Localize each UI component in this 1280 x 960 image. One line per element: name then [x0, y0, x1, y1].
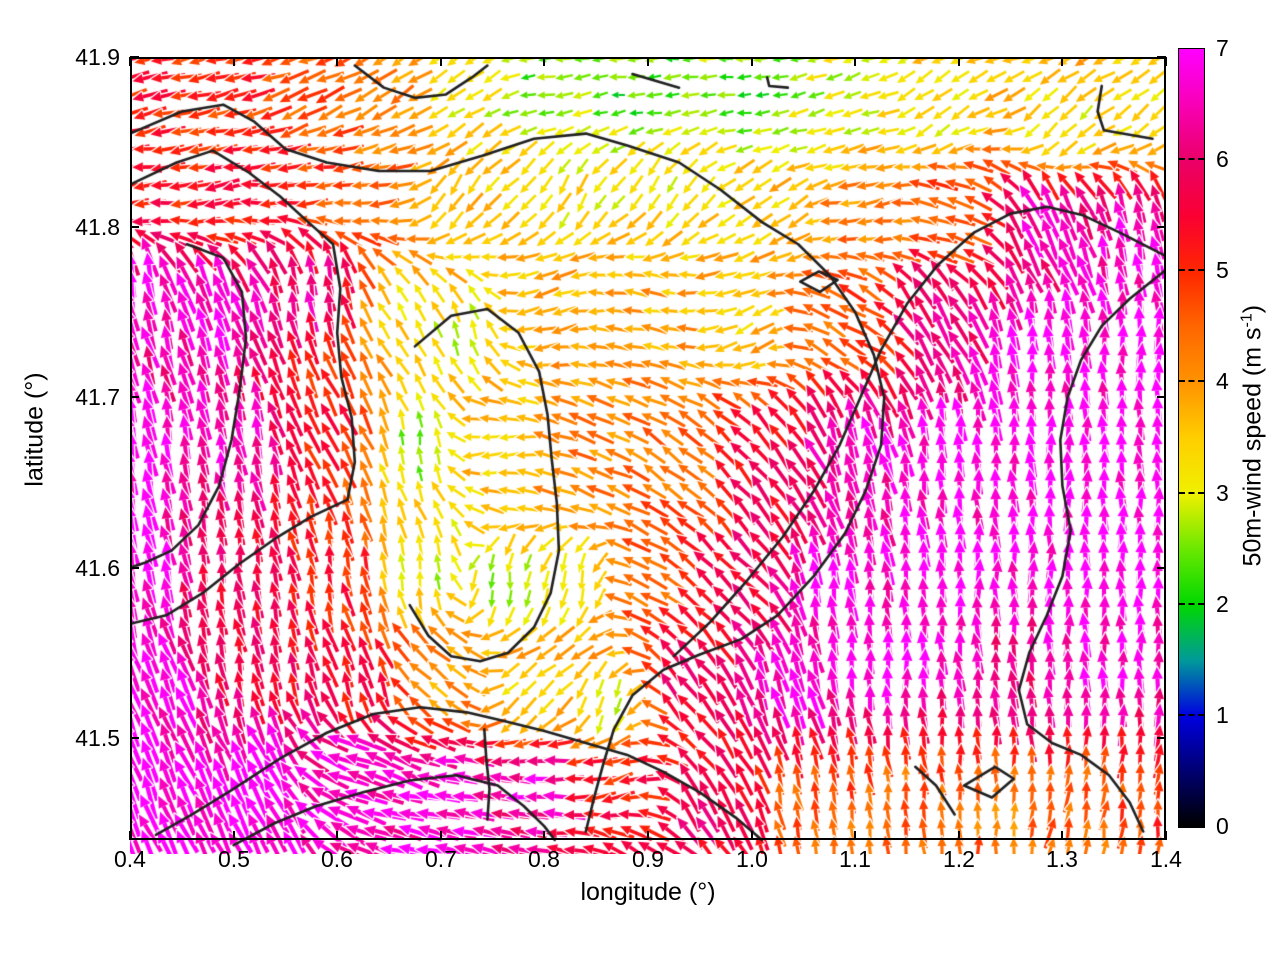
colorbar-tick-mark — [1179, 602, 1204, 605]
y-axis-label: latitude (°) — [20, 372, 49, 487]
x-tick-label: 0.8 — [528, 846, 560, 872]
x-tick-label: 0.7 — [425, 846, 457, 872]
colorbar-tick-label: 4 — [1216, 368, 1229, 395]
colorbar-tick-mark — [1179, 491, 1204, 494]
colorbar-axis-label: 50m-wind speed (m s-1) — [1238, 246, 1267, 626]
x-tick-label: 0.4 — [114, 846, 146, 872]
quiver-canvas — [130, 57, 1166, 854]
x-tick-label: 1.0 — [736, 846, 768, 872]
x-tick-label: 1.2 — [943, 846, 975, 872]
y-tick-label: 41.7 — [75, 384, 120, 410]
y-tick-label: 41.6 — [75, 555, 120, 581]
colorbar-tick-mark — [1179, 158, 1204, 161]
x-axis-label: longitude (°) — [580, 878, 716, 906]
colorbar-tick-label: 3 — [1216, 479, 1229, 506]
colorbar-tick-label: 7 — [1216, 35, 1229, 61]
y-tick-label: 41.8 — [75, 214, 120, 240]
colorbar-tick-label: 2 — [1216, 590, 1229, 617]
plot-area — [129, 56, 1167, 854]
colorbar-tick-mark — [1179, 269, 1204, 272]
colorbar-tick-label: 6 — [1216, 146, 1229, 173]
colorbar-label-close: ) — [1238, 304, 1267, 314]
y-tick-label: 41.5 — [75, 725, 120, 751]
colorbar — [1178, 48, 1205, 828]
x-tick-label: 1.3 — [1046, 846, 1078, 872]
colorbar-tick-label: 5 — [1216, 257, 1229, 284]
x-tick-label: 0.9 — [632, 846, 664, 872]
colorbar-label-superscript: -1 — [1238, 313, 1256, 328]
y-tick-label: 41.9 — [75, 44, 120, 70]
x-tick-label: 1.4 — [1150, 846, 1182, 872]
x-tick-label: 0.5 — [218, 846, 250, 872]
x-tick-label: 0.6 — [321, 846, 353, 872]
colorbar-tick-label: 0 — [1216, 813, 1229, 839]
colorbar-tick-mark — [1179, 380, 1204, 383]
x-tick-label: 1.1 — [839, 846, 871, 872]
colorbar-label-text: 50m-wind speed (m s — [1238, 327, 1267, 567]
colorbar-tick-label: 1 — [1216, 701, 1229, 728]
colorbar-tick-mark — [1179, 713, 1204, 716]
